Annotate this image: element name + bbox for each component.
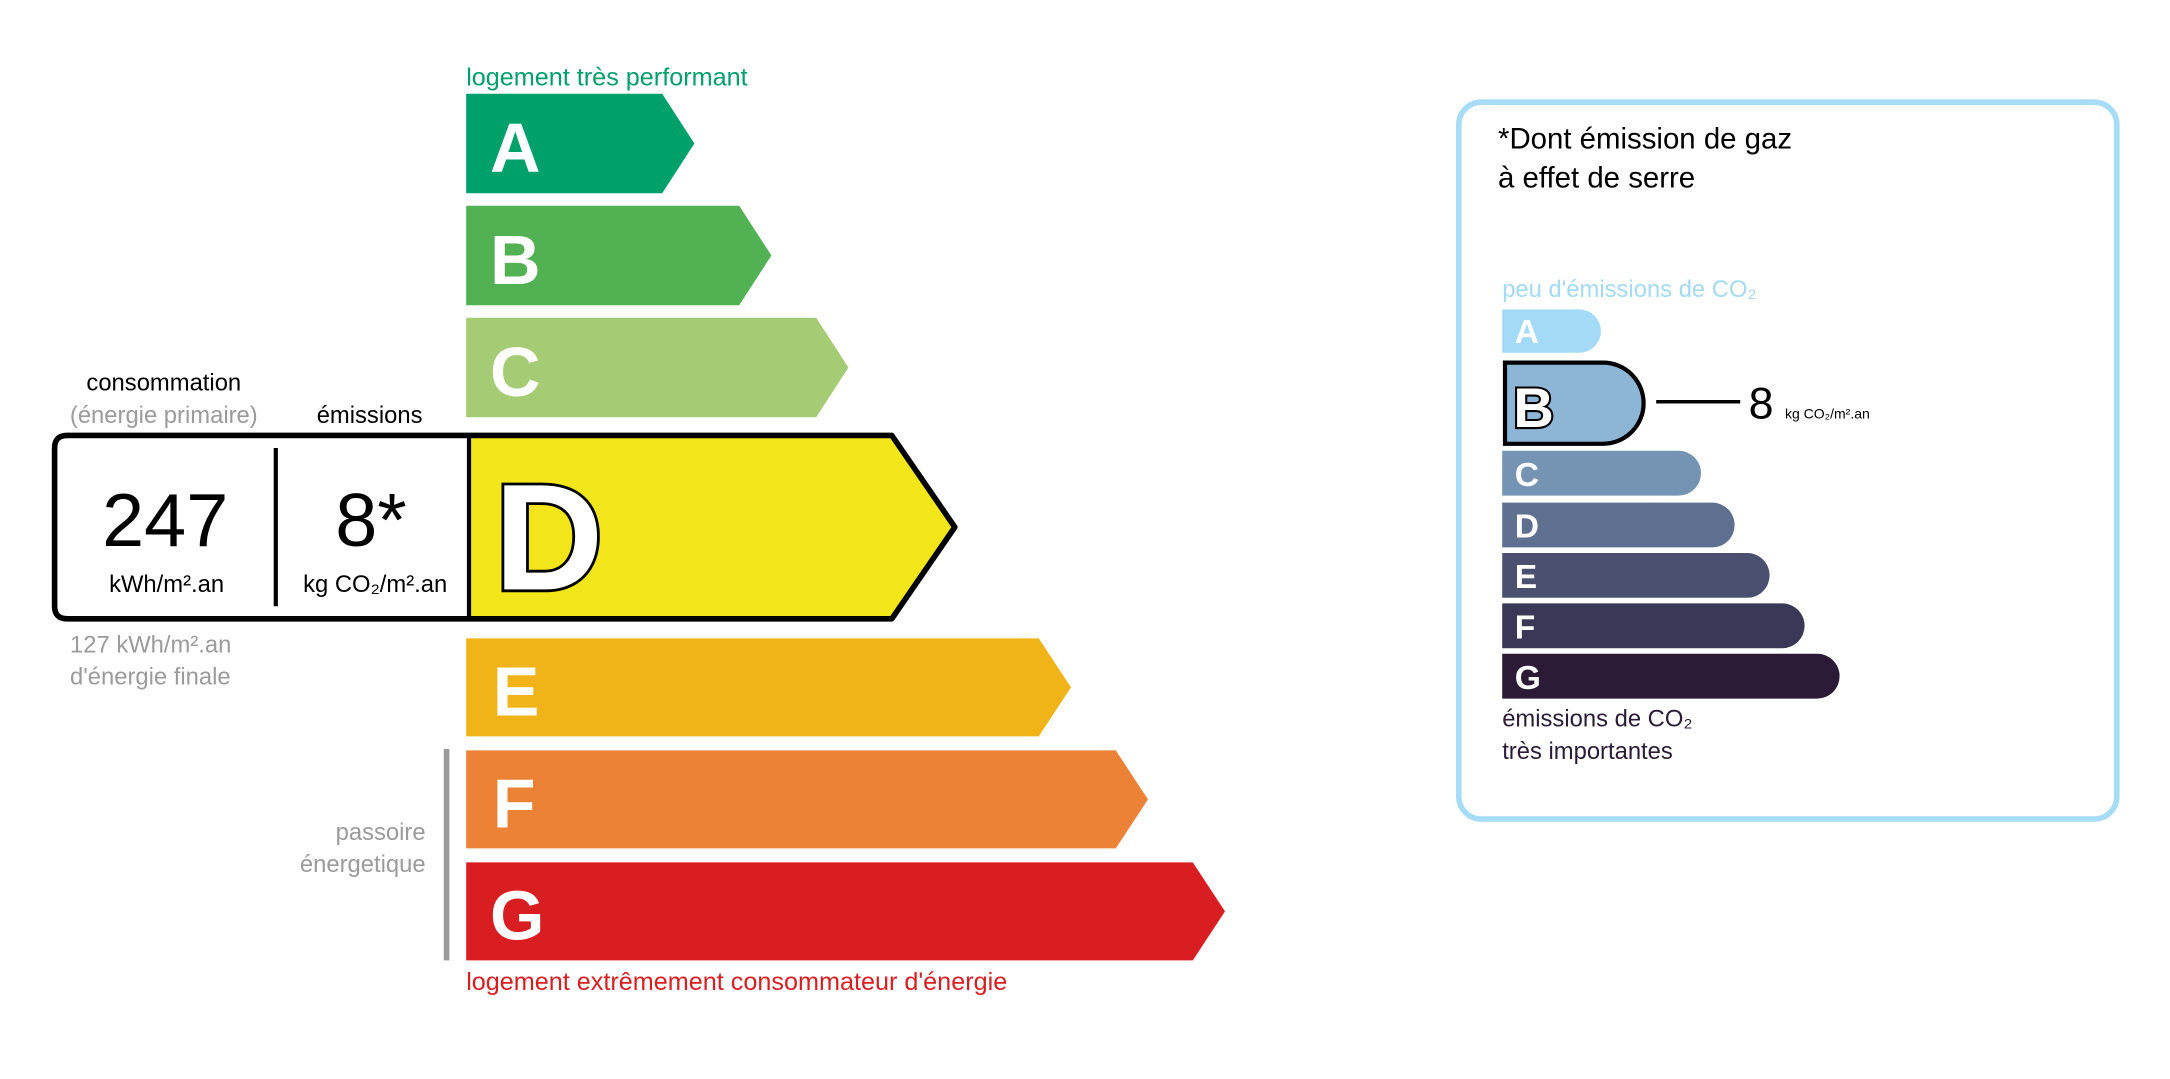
energy-letter-e: E xyxy=(493,652,540,730)
ghg-current-letter: B xyxy=(1513,376,1553,439)
ghg-bottom-caption-2: très importantes xyxy=(1502,738,1673,765)
emissions-value: 8* xyxy=(335,479,406,563)
energy-bar-g xyxy=(466,862,1225,961)
energy-letter-a: A xyxy=(490,109,541,187)
ghg-bar-c xyxy=(1502,450,1701,496)
energy-letter-b: B xyxy=(490,221,541,299)
energy-letter-c: C xyxy=(490,333,541,411)
ghg-panel: *Dont émission de gaz à effet de serre p… xyxy=(1456,99,2120,822)
consumption-value: 247 xyxy=(102,479,228,563)
ghg-bar-g xyxy=(1502,653,1840,699)
ghg-title-2: à effet de serre xyxy=(1498,162,1695,195)
bottom-caption: logement extrêmement consommateur d'éner… xyxy=(466,968,1007,996)
current-class-outline xyxy=(51,432,958,622)
ghg-bar-b xyxy=(1502,360,1646,446)
energy-label: logement très performant A B C 247 kWh/m… xyxy=(51,63,1225,996)
emissions-label: émissions xyxy=(317,402,423,429)
ghg-letter-c: C xyxy=(1515,457,1539,494)
energy-bar-b xyxy=(466,205,772,306)
ghg-letter-a: A xyxy=(1515,314,1539,351)
ghg-top-caption: peu d'émissions de CO₂ xyxy=(1502,276,1757,303)
passoire-label-1: passoire xyxy=(336,819,426,846)
energy-letter-f: F xyxy=(493,764,536,842)
current-class-box: 247 kWh/m².an 8* kg CO₂/m².an D xyxy=(51,432,958,625)
energy-bar-f xyxy=(466,750,1148,849)
ghg-bar-d xyxy=(1502,502,1735,548)
energy-letter-g: G xyxy=(490,876,544,954)
passoire-bracket xyxy=(443,749,450,961)
energy-bar-d xyxy=(469,435,955,619)
consumption-unit: kWh/m².an xyxy=(109,571,224,598)
ghg-letter-e: E xyxy=(1515,559,1537,596)
consumption-sublabel: (énergie primaire) xyxy=(70,402,258,429)
final-energy-value: 127 kWh/m².an xyxy=(70,631,231,658)
ghg-letter-f: F xyxy=(1515,609,1536,646)
energy-bar-c xyxy=(466,317,849,418)
ghg-bottom-caption-1: émissions de CO₂ xyxy=(1502,706,1692,733)
final-energy-label: d'énergie finale xyxy=(70,664,231,691)
ghg-bar-e xyxy=(1502,553,1770,598)
current-class-letter: D xyxy=(494,453,603,622)
emissions-unit: kg CO₂/m².an xyxy=(303,571,447,598)
passoire-label-2: énergetique xyxy=(300,851,426,878)
ghg-value: 8 xyxy=(1749,379,1774,429)
top-caption: logement très performant xyxy=(466,63,747,91)
energy-bar-a xyxy=(466,93,695,194)
ghg-letter-d: D xyxy=(1515,509,1539,546)
consumption-label: consommation xyxy=(86,370,241,397)
ghg-unit: kg CO₂/m².an xyxy=(1785,406,1870,422)
ghg-title-1: *Dont émission de gaz xyxy=(1498,122,1792,155)
ghg-letter-g: G xyxy=(1515,660,1541,697)
energy-bar-e xyxy=(466,638,1071,737)
ghg-bar-f xyxy=(1502,603,1805,649)
ghg-bar-a xyxy=(1502,309,1601,353)
